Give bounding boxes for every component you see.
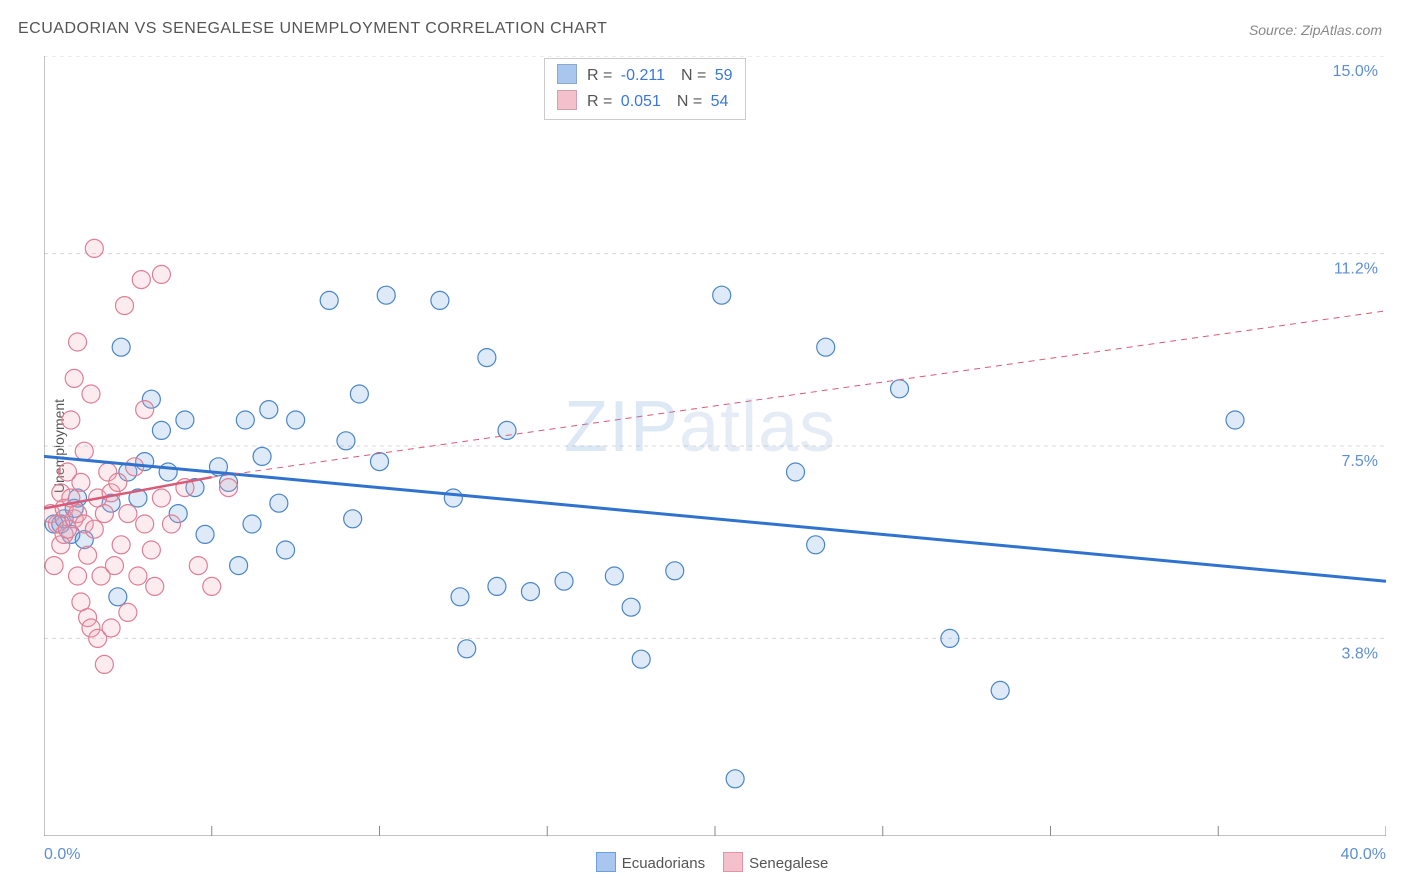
correlation-row: R = 0.051N = 54: [557, 89, 733, 115]
legend-label: Senegalese: [749, 855, 828, 872]
chart-title: ECUADORIAN VS SENEGALESE UNEMPLOYMENT CO…: [18, 20, 607, 38]
source-label: Source: ZipAtlas.com: [1249, 22, 1382, 38]
correlation-row: R = -0.211N = 59: [557, 63, 733, 89]
footer-legend: Ecuadorians Senegalese: [0, 852, 1406, 872]
correlation-box: R = -0.211N = 59R = 0.051N = 54: [544, 58, 746, 120]
scatter-chart: 3.8% 7.5% 11.2% 15.0%: [44, 56, 1386, 836]
svg-text:15.0%: 15.0%: [1333, 63, 1378, 80]
legend-swatch: [723, 852, 743, 872]
svg-text:11.2%: 11.2%: [1334, 261, 1378, 278]
legend-label: Ecuadorians: [622, 855, 705, 872]
svg-text:3.8%: 3.8%: [1342, 645, 1378, 662]
chart-area: 3.8%7.5%11.2%15.0% ZIPatlas R = -0.211N …: [44, 56, 1386, 836]
legend-swatch: [596, 852, 616, 872]
svg-text:7.5%: 7.5%: [1342, 453, 1378, 470]
